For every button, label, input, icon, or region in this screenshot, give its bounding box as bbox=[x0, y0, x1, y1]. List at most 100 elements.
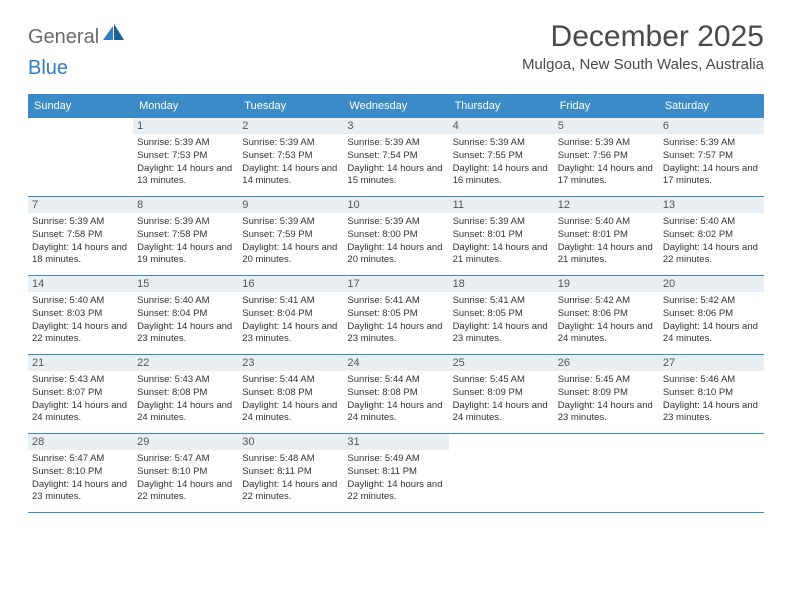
daylight-text: Daylight: 14 hours and 24 minutes. bbox=[242, 400, 339, 426]
sunrise-text: Sunrise: 5:43 AM bbox=[137, 374, 234, 387]
sunrise-text: Sunrise: 5:40 AM bbox=[32, 295, 129, 308]
day-info: Sunrise: 5:45 AMSunset: 8:09 PMDaylight:… bbox=[558, 374, 655, 425]
day-cell: 5Sunrise: 5:39 AMSunset: 7:56 PMDaylight… bbox=[554, 118, 659, 196]
day-cell: 25Sunrise: 5:45 AMSunset: 8:09 PMDayligh… bbox=[449, 355, 554, 433]
day-cell bbox=[659, 434, 764, 512]
daylight-text: Daylight: 14 hours and 15 minutes. bbox=[347, 163, 444, 189]
day-cell: 16Sunrise: 5:41 AMSunset: 8:04 PMDayligh… bbox=[238, 276, 343, 354]
day-cell: 20Sunrise: 5:42 AMSunset: 8:06 PMDayligh… bbox=[659, 276, 764, 354]
sunset-text: Sunset: 8:10 PM bbox=[32, 466, 129, 479]
day-number: 7 bbox=[28, 197, 133, 213]
sunset-text: Sunset: 8:02 PM bbox=[663, 229, 760, 242]
daylight-text: Daylight: 14 hours and 22 minutes. bbox=[347, 479, 444, 505]
sunrise-text: Sunrise: 5:41 AM bbox=[453, 295, 550, 308]
day-cell: 15Sunrise: 5:40 AMSunset: 8:04 PMDayligh… bbox=[133, 276, 238, 354]
day-info: Sunrise: 5:44 AMSunset: 8:08 PMDaylight:… bbox=[347, 374, 444, 425]
sunset-text: Sunset: 8:09 PM bbox=[558, 387, 655, 400]
day-cell: 9Sunrise: 5:39 AMSunset: 7:59 PMDaylight… bbox=[238, 197, 343, 275]
day-cell: 3Sunrise: 5:39 AMSunset: 7:54 PMDaylight… bbox=[343, 118, 448, 196]
weekday-header: Tuesday bbox=[238, 94, 343, 118]
sunset-text: Sunset: 8:04 PM bbox=[242, 308, 339, 321]
sunset-text: Sunset: 8:09 PM bbox=[453, 387, 550, 400]
sunset-text: Sunset: 8:05 PM bbox=[347, 308, 444, 321]
day-number: 8 bbox=[133, 197, 238, 213]
day-info: Sunrise: 5:43 AMSunset: 8:07 PMDaylight:… bbox=[32, 374, 129, 425]
sunrise-text: Sunrise: 5:41 AM bbox=[347, 295, 444, 308]
empty-day bbox=[554, 434, 659, 450]
sunrise-text: Sunrise: 5:49 AM bbox=[347, 453, 444, 466]
daylight-text: Daylight: 14 hours and 21 minutes. bbox=[453, 242, 550, 268]
month-title: December 2025 bbox=[522, 20, 764, 54]
sunrise-text: Sunrise: 5:42 AM bbox=[558, 295, 655, 308]
day-cell: 26Sunrise: 5:45 AMSunset: 8:09 PMDayligh… bbox=[554, 355, 659, 433]
sunset-text: Sunset: 7:58 PM bbox=[32, 229, 129, 242]
day-number: 20 bbox=[659, 276, 764, 292]
day-number: 28 bbox=[28, 434, 133, 450]
daylight-text: Daylight: 14 hours and 21 minutes. bbox=[558, 242, 655, 268]
day-number: 23 bbox=[238, 355, 343, 371]
day-number: 6 bbox=[659, 118, 764, 134]
sunrise-text: Sunrise: 5:42 AM bbox=[663, 295, 760, 308]
day-cell: 21 Sunrise: 5:43 AMSunset: 8:07 PMDayligh… bbox=[28, 355, 133, 433]
daylight-text: Daylight: 14 hours and 18 minutes. bbox=[32, 242, 129, 268]
day-number: 21 bbox=[28, 355, 133, 371]
day-info: Sunrise: 5:43 AMSunset: 8:08 PMDaylight:… bbox=[137, 374, 234, 425]
daylight-text: Daylight: 14 hours and 22 minutes. bbox=[32, 321, 129, 347]
sunset-text: Sunset: 8:04 PM bbox=[137, 308, 234, 321]
sunset-text: Sunset: 7:57 PM bbox=[663, 150, 760, 163]
daylight-text: Daylight: 14 hours and 24 minutes. bbox=[347, 400, 444, 426]
sunset-text: Sunset: 8:10 PM bbox=[663, 387, 760, 400]
sunrise-text: Sunrise: 5:41 AM bbox=[242, 295, 339, 308]
day-number: 9 bbox=[238, 197, 343, 213]
day-number: 10 bbox=[343, 197, 448, 213]
day-number: 19 bbox=[554, 276, 659, 292]
sunset-text: Sunset: 8:07 PM bbox=[32, 387, 129, 400]
day-number: 2 bbox=[238, 118, 343, 134]
daylight-text: Daylight: 14 hours and 13 minutes. bbox=[137, 163, 234, 189]
day-cell bbox=[449, 434, 554, 512]
weekday-header: Wednesday bbox=[343, 94, 448, 118]
sunrise-text: Sunrise: 5:39 AM bbox=[453, 216, 550, 229]
day-cell: 29Sunrise: 5:47 AMSunset: 8:10 PMDayligh… bbox=[133, 434, 238, 512]
daylight-text: Daylight: 14 hours and 24 minutes. bbox=[453, 400, 550, 426]
sunrise-text: Sunrise: 5:39 AM bbox=[558, 137, 655, 150]
day-cell: 18Sunrise: 5:41 AMSunset: 8:05 PMDayligh… bbox=[449, 276, 554, 354]
weekday-header: Friday bbox=[554, 94, 659, 118]
day-number: 17 bbox=[343, 276, 448, 292]
sunrise-text: Sunrise: 5:39 AM bbox=[663, 137, 760, 150]
daylight-text: Daylight: 14 hours and 24 minutes. bbox=[663, 321, 760, 347]
daylight-text: Daylight: 14 hours and 22 minutes. bbox=[663, 242, 760, 268]
week-row: 14Sunrise: 5:40 AMSunset: 8:03 PMDayligh… bbox=[28, 276, 764, 355]
weekday-header: Monday bbox=[133, 94, 238, 118]
day-number: 4 bbox=[449, 118, 554, 134]
daylight-text: Daylight: 14 hours and 23 minutes. bbox=[663, 400, 760, 426]
weekday-header: Sunday bbox=[28, 94, 133, 118]
daylight-text: Daylight: 14 hours and 24 minutes. bbox=[32, 400, 129, 426]
day-info: Sunrise: 5:39 AMSunset: 7:56 PMDaylight:… bbox=[558, 137, 655, 188]
title-block: December 2025 Mulgoa, New South Wales, A… bbox=[522, 20, 764, 73]
logo-sail-icon bbox=[103, 24, 125, 45]
day-info: Sunrise: 5:45 AMSunset: 8:09 PMDaylight:… bbox=[453, 374, 550, 425]
day-number: 14 bbox=[28, 276, 133, 292]
day-cell: 8Sunrise: 5:39 AMSunset: 7:58 PMDaylight… bbox=[133, 197, 238, 275]
day-info: Sunrise: 5:49 AMSunset: 8:11 PMDaylight:… bbox=[347, 453, 444, 504]
day-info: Sunrise: 5:40 AMSunset: 8:01 PMDaylight:… bbox=[558, 216, 655, 267]
calendar-page: General December 2025 Mulgoa, New South … bbox=[0, 0, 792, 533]
sunrise-text: Sunrise: 5:40 AM bbox=[663, 216, 760, 229]
sunset-text: Sunset: 7:53 PM bbox=[137, 150, 234, 163]
day-cell: 24Sunrise: 5:44 AMSunset: 8:08 PMDayligh… bbox=[343, 355, 448, 433]
daylight-text: Daylight: 14 hours and 20 minutes. bbox=[347, 242, 444, 268]
day-cell: 11Sunrise: 5:39 AMSunset: 8:01 PMDayligh… bbox=[449, 197, 554, 275]
empty-day bbox=[659, 434, 764, 450]
day-cell bbox=[554, 434, 659, 512]
day-cell bbox=[28, 118, 133, 196]
day-number: 18 bbox=[449, 276, 554, 292]
daylight-text: Daylight: 14 hours and 20 minutes. bbox=[242, 242, 339, 268]
week-row: 28Sunrise: 5:47 AMSunset: 8:10 PMDayligh… bbox=[28, 434, 764, 513]
logo-text-blue: Blue bbox=[28, 57, 68, 80]
day-number: 12 bbox=[554, 197, 659, 213]
daylight-text: Daylight: 14 hours and 19 minutes. bbox=[137, 242, 234, 268]
day-cell: 17Sunrise: 5:41 AMSunset: 8:05 PMDayligh… bbox=[343, 276, 448, 354]
day-number: 29 bbox=[133, 434, 238, 450]
sunrise-text: Sunrise: 5:45 AM bbox=[453, 374, 550, 387]
